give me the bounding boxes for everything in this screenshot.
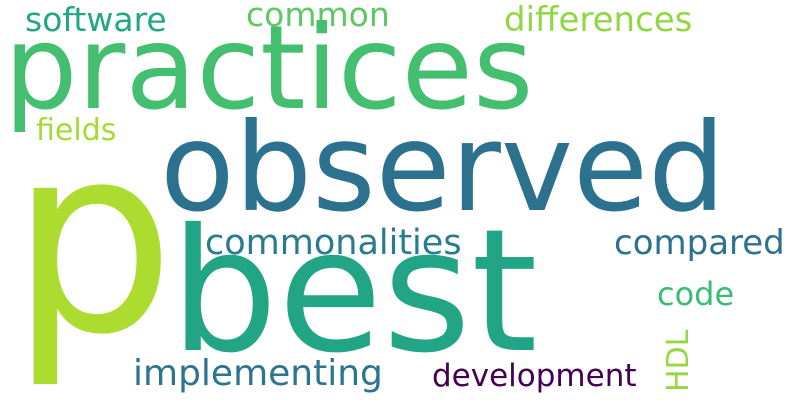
word-software: software (25, 0, 167, 39)
word-observed: observed (160, 97, 726, 239)
word-development: development (432, 358, 637, 394)
word-compared: compared (614, 223, 785, 263)
word-common: common (246, 0, 390, 34)
word-fields: fields (36, 113, 116, 148)
word-best: best (170, 193, 538, 391)
word-differences: differences (504, 0, 692, 40)
word-commonalities: commonalities (205, 223, 462, 263)
word-implementing: implementing (133, 353, 383, 394)
word-hdl: HDL (661, 329, 696, 392)
word-practices: practices (4, 1, 533, 136)
word-p: p (10, 90, 175, 392)
word-code: code (657, 275, 734, 313)
